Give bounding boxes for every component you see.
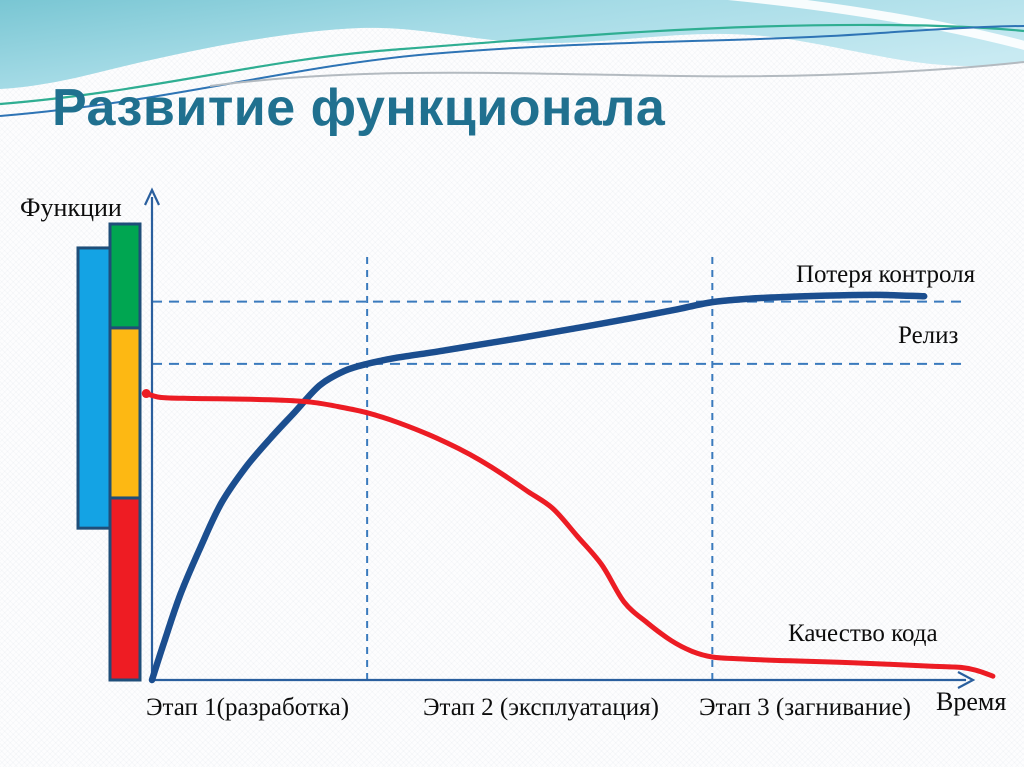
code-quality-start-dot <box>141 389 151 399</box>
stage-1-label: Этап 1(разработка) <box>146 694 350 721</box>
legend-bar-back <box>76 246 117 530</box>
slide-title: Развитие функционала <box>52 79 666 137</box>
legend-bar-segment-1 <box>108 326 142 500</box>
legend-bar-segment-0 <box>108 222 142 330</box>
legend-bar-segment-2 <box>108 496 142 682</box>
y-axis-arrowhead <box>144 187 160 206</box>
stage-3-label: Этап 3 (загнивание) <box>699 694 911 721</box>
x-axis-arrowhead <box>957 671 976 689</box>
wave-white-swoosh <box>727 0 1024 51</box>
loss-of-control-label: Потеря контроля <box>796 261 976 288</box>
code-quality-label: Качество кода <box>788 620 938 647</box>
x-axis-label: Время <box>936 687 1007 716</box>
wave-teal-band <box>0 0 1024 89</box>
release-label: Релиз <box>898 322 959 349</box>
y-axis-label: Функции <box>20 193 122 222</box>
stage-2-label: Этап 2 (эксплуатация) <box>423 694 659 721</box>
